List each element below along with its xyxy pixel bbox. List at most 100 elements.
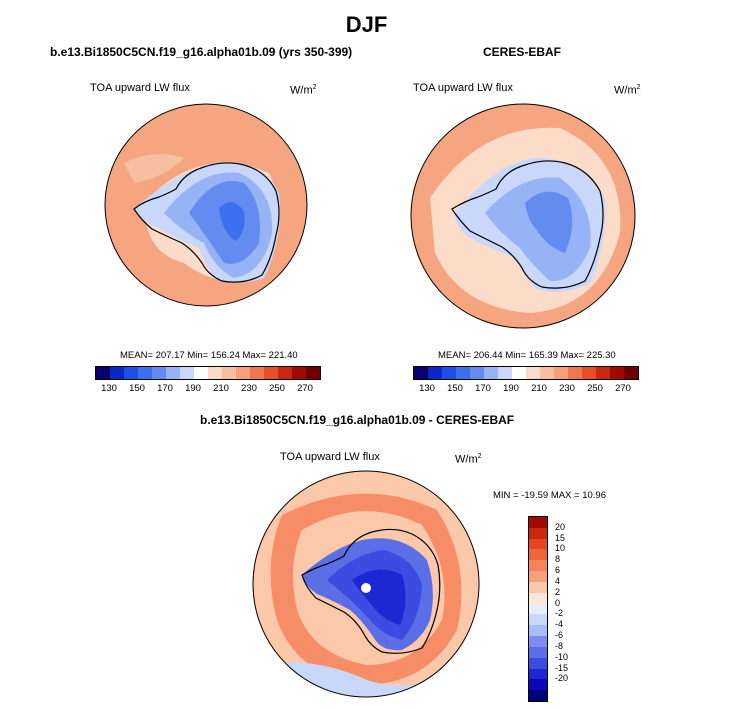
obs-polar-map bbox=[410, 103, 636, 329]
colorbar-swatch bbox=[529, 690, 547, 702]
colorbar-tick-label: -4 bbox=[555, 619, 564, 630]
colorbar-swatch bbox=[110, 367, 124, 379]
colorbar-tick-label: 210 bbox=[213, 383, 229, 394]
obs-panel-title: CERES-EBAF bbox=[483, 45, 562, 59]
colorbar-tick-label: 250 bbox=[269, 383, 285, 394]
colorbar-swatch bbox=[152, 367, 166, 379]
colorbar-swatch bbox=[512, 367, 526, 379]
colorbar-swatch bbox=[414, 367, 428, 379]
obs-variable-label: TOA upward LW flux bbox=[413, 82, 513, 94]
colorbar-swatch bbox=[529, 646, 547, 658]
colorbar-tick-label: 190 bbox=[185, 383, 201, 394]
colorbar-swatch bbox=[208, 367, 222, 379]
colorbar-tick-label: 150 bbox=[129, 383, 145, 394]
colorbar-tick-label: 170 bbox=[475, 383, 491, 394]
obs-map-border bbox=[410, 103, 636, 329]
obs-colorbar bbox=[413, 366, 639, 380]
colorbar-tick-label: 210 bbox=[531, 383, 547, 394]
colorbar-swatch bbox=[529, 592, 547, 604]
colorbar-tick-label: -15 bbox=[555, 662, 569, 673]
colorbar-swatch bbox=[529, 614, 547, 626]
obs-field-plateau-inner bbox=[525, 191, 573, 253]
model-colorbar-ticks: 130 150 170 190 210 230 250 270 bbox=[95, 383, 319, 395]
colorbar-swatch bbox=[250, 367, 264, 379]
model-units-label: W/m2 bbox=[290, 84, 317, 97]
colorbar-swatch bbox=[529, 538, 547, 550]
diff-variable-label: TOA upward LW flux bbox=[280, 451, 380, 463]
colorbar-swatch bbox=[236, 367, 250, 379]
colorbar-swatch bbox=[610, 367, 624, 379]
colorbar-swatch bbox=[194, 367, 208, 379]
colorbar-swatch bbox=[470, 367, 484, 379]
obs-coastline bbox=[451, 160, 604, 289]
colorbar-swatch bbox=[529, 549, 547, 561]
diff-map-border bbox=[252, 470, 480, 698]
colorbar-tick-label: 150 bbox=[447, 383, 463, 394]
colorbar-swatch bbox=[529, 571, 547, 582]
colorbar-swatch bbox=[306, 367, 320, 379]
colorbar-swatch bbox=[442, 367, 456, 379]
colorbar-tick-label: 0 bbox=[555, 597, 561, 608]
colorbar-swatch bbox=[529, 517, 547, 528]
model-stats: MEAN= 207.17 Min= 156.24 Max= 221.40 bbox=[120, 350, 298, 361]
model-variable-label: TOA upward LW flux bbox=[90, 82, 190, 94]
colorbar-swatch bbox=[582, 367, 596, 379]
colorbar-swatch bbox=[529, 636, 547, 647]
colorbar-tick-label: 130 bbox=[419, 383, 435, 394]
obs-stats: MEAN= 206.44 Min= 165.39 Max= 225.30 bbox=[438, 350, 616, 361]
colorbar-swatch bbox=[540, 367, 554, 379]
colorbar-swatch bbox=[529, 657, 547, 669]
colorbar-tick-label: -8 bbox=[555, 640, 564, 651]
colorbar-tick-label: 8 bbox=[555, 554, 561, 565]
model-map-border bbox=[104, 103, 308, 307]
colorbar-swatch bbox=[278, 367, 292, 379]
colorbar-tick-label: 20 bbox=[555, 521, 566, 532]
diff-panel-title: b.e13.Bi1850C5CN.f19_g16.alpha01b.09 - C… bbox=[200, 413, 515, 427]
model-field-patch bbox=[124, 154, 184, 183]
obs-units-label: W/m2 bbox=[614, 84, 641, 97]
colorbar-swatch bbox=[529, 625, 547, 637]
colorbar-swatch bbox=[624, 367, 638, 379]
season-title: DJF bbox=[345, 12, 388, 37]
colorbar-tick-label: 6 bbox=[555, 565, 561, 576]
colorbar-tick-label: -10 bbox=[555, 651, 569, 662]
colorbar-swatch bbox=[124, 367, 138, 379]
diff-stats: MIN = -19.59 MAX = 10.96 bbox=[493, 490, 607, 501]
colorbar-tick-label: -2 bbox=[555, 608, 564, 619]
colorbar-tick-label: 15 bbox=[555, 532, 566, 543]
colorbar-tick-label: 270 bbox=[615, 383, 631, 394]
colorbar-swatch bbox=[180, 367, 194, 379]
colorbar-swatch bbox=[526, 367, 540, 379]
model-field-plateau-core bbox=[219, 202, 245, 241]
colorbar-swatch bbox=[529, 603, 547, 615]
colorbar-tick-label: 230 bbox=[241, 383, 257, 394]
colorbar-tick-label: 170 bbox=[157, 383, 173, 394]
colorbar-tick-label: 2 bbox=[555, 586, 561, 597]
colorbar-swatch bbox=[484, 367, 498, 379]
diff-polar-map bbox=[252, 470, 480, 698]
colorbar-swatch bbox=[529, 560, 547, 572]
colorbar-swatch bbox=[96, 367, 110, 379]
colorbar-tick-label: 10 bbox=[555, 543, 566, 554]
model-colorbar bbox=[95, 366, 321, 380]
colorbar-swatch bbox=[529, 527, 547, 539]
colorbar-tick-label: 250 bbox=[587, 383, 603, 394]
colorbar-swatch bbox=[596, 367, 610, 379]
diff-colorbar-ticks: 20 15 10 8 6 4 2 0 -2 -4 -6 -8 -10 -15 -20 bbox=[555, 516, 585, 700]
colorbar-tick-label: 230 bbox=[559, 383, 575, 394]
colorbar-swatch bbox=[428, 367, 442, 379]
diff-units-label: W/m2 bbox=[455, 453, 482, 466]
colorbar-tick-label: 4 bbox=[555, 575, 561, 586]
colorbar-tick-label: 190 bbox=[503, 383, 519, 394]
colorbar-swatch bbox=[529, 581, 547, 593]
model-coastline bbox=[133, 162, 280, 283]
diff-colorbar bbox=[528, 516, 548, 702]
colorbar-swatch bbox=[568, 367, 582, 379]
colorbar-swatch bbox=[166, 367, 180, 379]
colorbar-swatch bbox=[498, 367, 512, 379]
diff-pole-hole bbox=[361, 583, 371, 593]
colorbar-swatch bbox=[529, 668, 547, 680]
obs-colorbar-ticks: 130 150 170 190 210 230 250 270 bbox=[413, 383, 637, 395]
colorbar-tick-label: -6 bbox=[555, 630, 564, 641]
colorbar-tick-label: -20 bbox=[555, 673, 569, 684]
